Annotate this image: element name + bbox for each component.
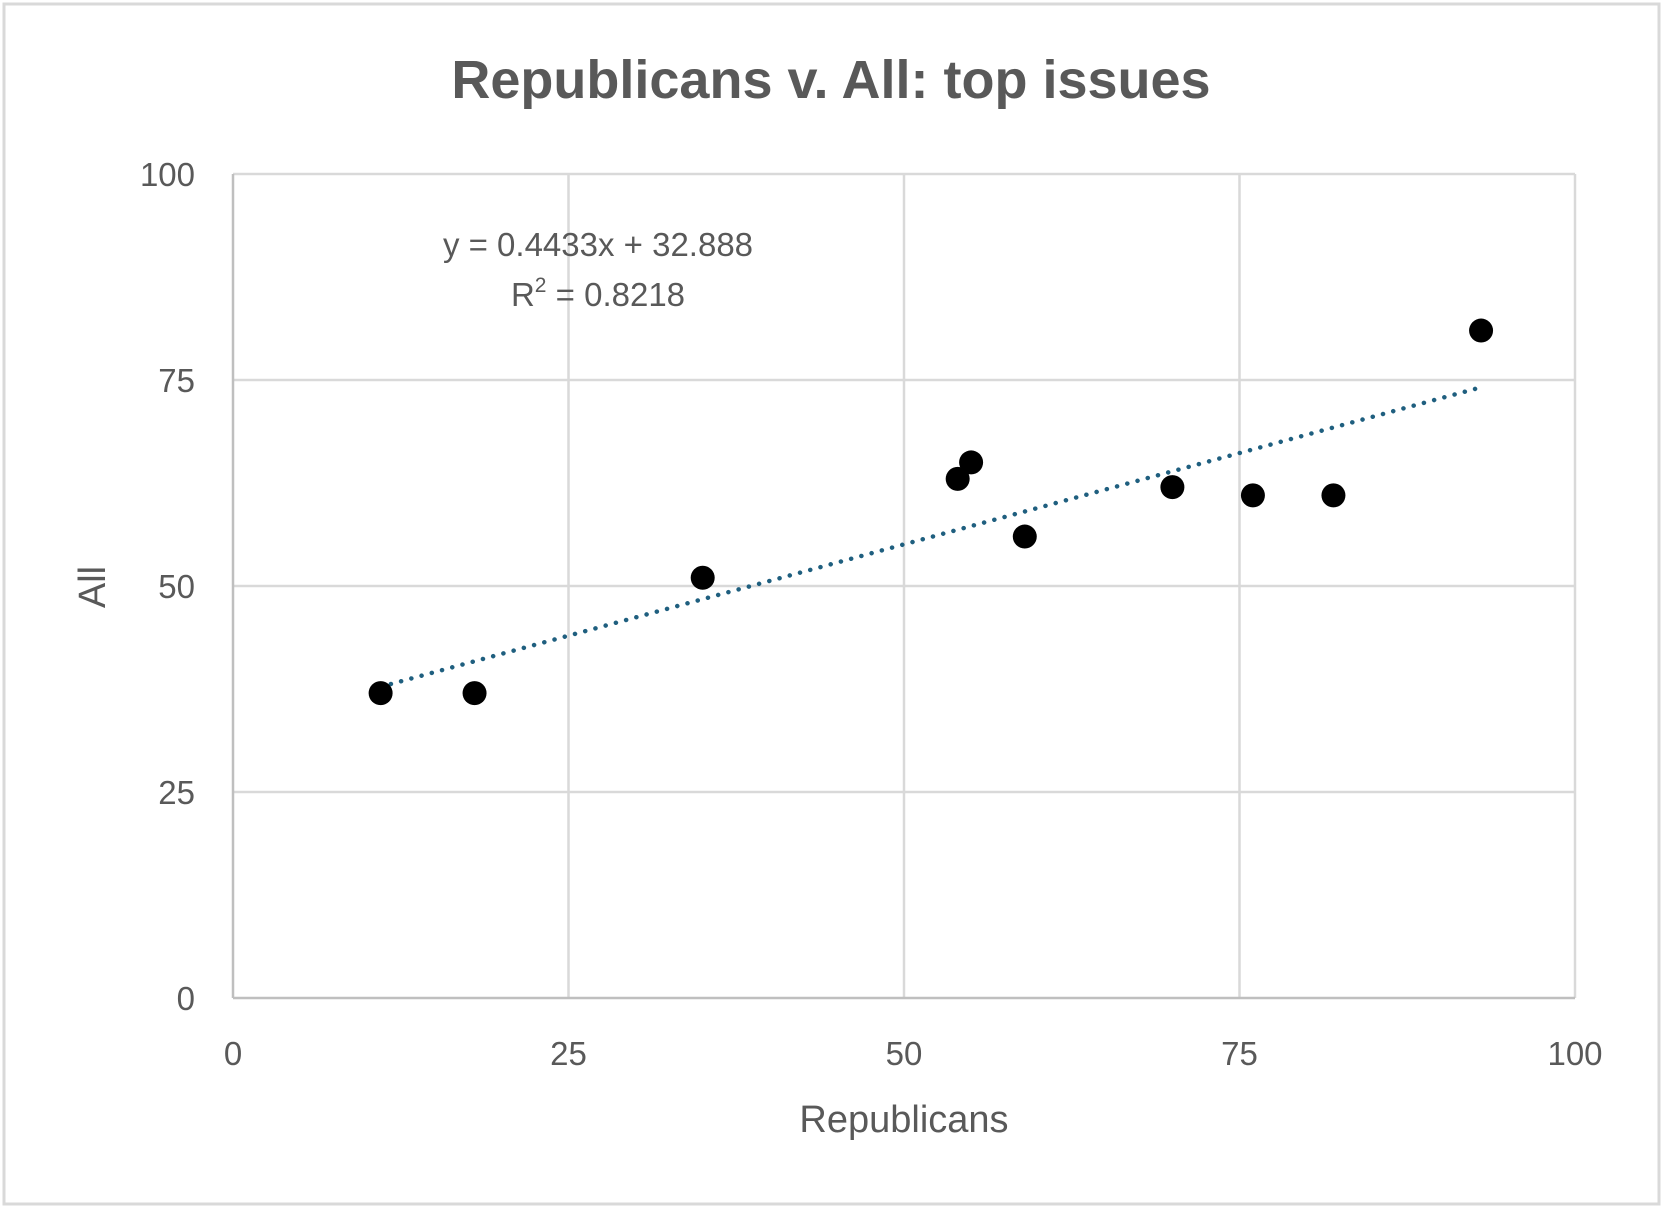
y-tick-label-50: 50 (158, 568, 195, 605)
y-tick-label-25: 25 (158, 774, 195, 811)
chart-title: Republicans v. All: top issues (451, 50, 1210, 110)
x-tick-label-75: 75 (1221, 1035, 1258, 1072)
x-tick-label-50: 50 (886, 1035, 923, 1072)
trendline (378, 385, 1484, 690)
trendline-layer (378, 385, 1484, 690)
trendline-r-squared: R2 = 0.8218 (511, 274, 685, 313)
grid-lines (233, 172, 1577, 998)
trendline-equation: y = 0.4433x + 32.888 (443, 226, 753, 263)
data-point-1 (368, 681, 393, 706)
x-tick-label-100: 100 (1547, 1035, 1602, 1072)
data-point-4 (945, 466, 970, 491)
r2-exponent: 2 (535, 274, 547, 297)
data-point-7 (1160, 475, 1185, 500)
r2-value: = 0.8218 (546, 276, 685, 313)
r2-prefix: R (511, 276, 535, 313)
tick-labels: 0 25 50 75 100 0 25 50 75 100 (140, 156, 1603, 1072)
x-axis-label: Republicans (799, 1099, 1008, 1141)
y-tick-label-0: 0 (177, 980, 195, 1017)
x-tick-label-0: 0 (224, 1035, 242, 1072)
data-point-10 (1469, 318, 1494, 343)
data-point-9 (1321, 483, 1346, 508)
y-axis-label: All (72, 566, 114, 608)
data-point-3 (690, 565, 715, 590)
x-tick-label-25: 25 (550, 1035, 587, 1072)
y-tick-label-100: 100 (140, 156, 195, 193)
y-tick-label-75: 75 (158, 362, 195, 399)
data-points (368, 318, 1494, 706)
data-point-8 (1240, 483, 1265, 508)
data-point-6 (1012, 524, 1037, 549)
axes (231, 174, 1575, 1000)
data-point-5 (959, 450, 984, 475)
data-point-2 (462, 681, 487, 706)
